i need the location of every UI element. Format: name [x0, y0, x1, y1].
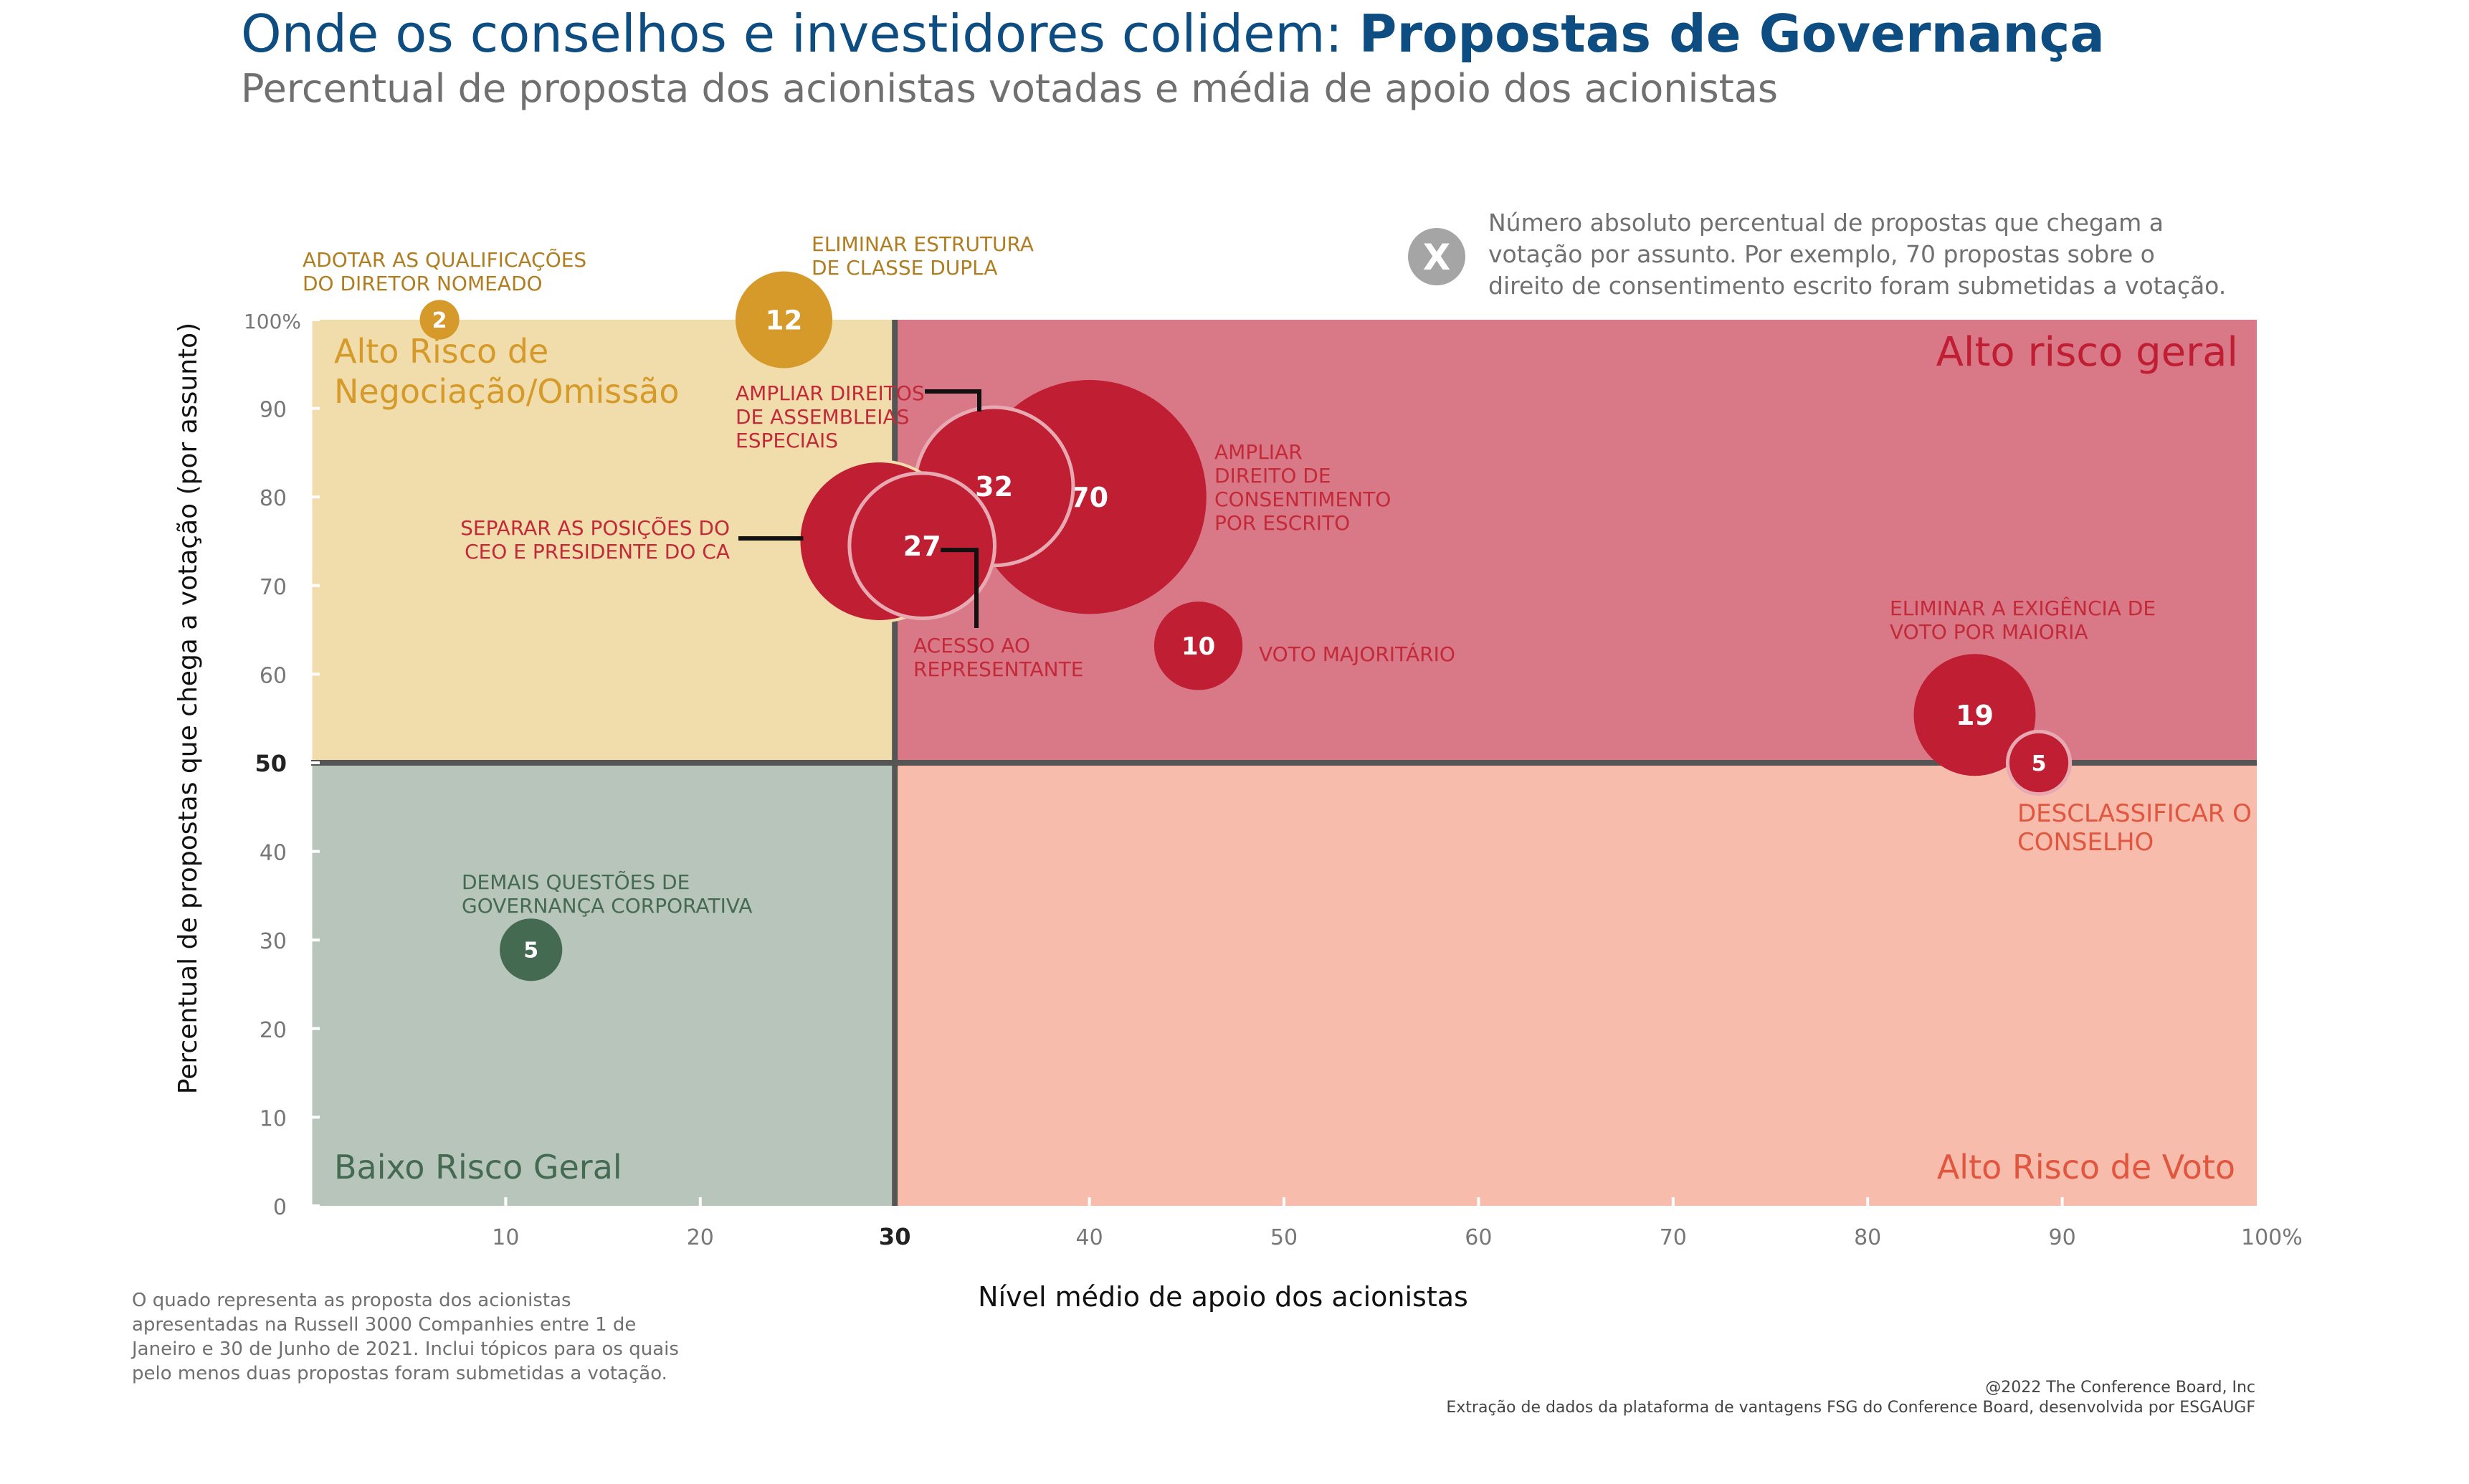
- point-label-adotar-qualificacoes-line-1: ADOTAR AS QUALIFICAÇÕES: [303, 247, 586, 272]
- source-note: Extração de dados da plataforma de vanta…: [1446, 1399, 2255, 1417]
- y-tick-label: 50: [254, 750, 287, 777]
- legend-bubble-symbol: X: [1423, 237, 1451, 278]
- point-label-consentimento-escrito-line-4: POR ESCRITO: [1214, 511, 1350, 535]
- callout-assembleias-especiais: [925, 389, 981, 412]
- bubble-count-consentimento-escrito: 70: [1070, 482, 1108, 513]
- legend-text-line-1: Número absoluto percentual de propostas …: [1488, 209, 2164, 237]
- x-tick-label: 90: [2049, 1225, 2076, 1250]
- bubbles: 21270323327101955: [419, 271, 2073, 981]
- point-label-consentimento-escrito-line-1: AMPLIAR: [1214, 440, 1303, 464]
- bubble-adotar-qualificacoes: [419, 300, 460, 340]
- point-label-voto-majoritario: VOTO MAJORITÁRIO: [1259, 642, 1455, 666]
- quadrant-label-bottom-right: Alto Risco de Voto: [1937, 1148, 2235, 1186]
- copyright: @2022 The Conference Board, Inc: [1985, 1379, 2255, 1397]
- x-tick-label: 40: [1076, 1225, 1103, 1250]
- point-label-desclassificar-conselho-line-2: CONSELHO: [2017, 828, 2154, 857]
- bubble-demais-questoes: [500, 918, 563, 981]
- bubble-count-assembleias-especiais: 32: [975, 471, 1013, 503]
- y-tick-label: 90: [260, 398, 287, 423]
- point-label-demais-questoes-line-1: DEMAIS QUESTÕES DE: [462, 870, 690, 894]
- quadrant-bottom-left-bg: [311, 763, 895, 1206]
- chart-title: Onde os conselhos e investidores colidem…: [241, 4, 2105, 64]
- x-tick-label: 80: [1854, 1225, 1881, 1250]
- bubble-eliminar-classe-dupla: [735, 271, 833, 368]
- bubble-count-adotar-qualificacoes: 2: [432, 308, 447, 333]
- point-label-acesso-representante-line-2: REPRESENTANTE: [913, 657, 1083, 681]
- point-label-consentimento-escrito-line-2: DIREITO DE: [1214, 464, 1331, 487]
- bubble-voto-majoritario: [1153, 601, 1243, 690]
- y-tick-label: 40: [260, 841, 287, 866]
- point-label-eliminar-classe-dupla-line-2: DE CLASSE DUPLA: [812, 256, 998, 280]
- bubble-count-voto-majoritario: 10: [1181, 632, 1215, 660]
- chart-subtitle: Percentual de proposta dos acionistas vo…: [241, 66, 1778, 111]
- footnote-line-4: pelo menos duas propostas foram submetid…: [132, 1363, 667, 1384]
- point-label-demais-questoes-line-2: GOVERNANÇA CORPORATIVA: [462, 894, 752, 918]
- footnote-line-3: Janeiro e 30 de Junho de 2021. Inclui tó…: [130, 1338, 679, 1360]
- axes: 0 10 20 30 40 50 60 70 80 90 100% 10 20 30 40 50 60 70 80 9…: [244, 310, 2303, 1250]
- point-label-assembleias-especiais-line-2: DE ASSEMBLEIAS: [736, 405, 909, 429]
- x-tick-label: 50: [1270, 1225, 1298, 1250]
- quadrant-label-top-right: Alto risco geral: [1936, 329, 2238, 376]
- y-tick-label: 20: [260, 1018, 287, 1043]
- point-label-consentimento-escrito-line-3: CONSENTIMENTO: [1214, 487, 1391, 511]
- quadrant-label-bottom-left: Baixo Risco Geral: [334, 1148, 622, 1186]
- chart-title-regular: Onde os conselhos e investidores colidem…: [241, 4, 1359, 64]
- x-tick-label: 30: [879, 1223, 911, 1250]
- x-tick-label: 10: [492, 1225, 519, 1250]
- x-tick-label: 60: [1465, 1225, 1492, 1250]
- point-label-adotar-qualificacoes-line-2: DO DIRETOR NOMEADO: [303, 272, 543, 295]
- point-label-eliminar-classe-dupla-line-1: ELIMINAR ESTRUTURA: [812, 232, 1034, 256]
- bubble-acesso-representante: [847, 471, 997, 621]
- quadrant-bottom-right-bg: [895, 763, 2257, 1206]
- chart-title-bold: Propostas de Governança: [1359, 4, 2105, 64]
- point-label-assembleias-especiais-line-3: ESPECIAIS: [736, 429, 838, 452]
- y-axis-title: Percentual de propostas que chega a vota…: [173, 323, 203, 1094]
- quadrant-label-top-left-line-2: Negociação/Omissão: [334, 372, 680, 411]
- x-tick-label: 20: [687, 1225, 714, 1250]
- y-tick-label: 30: [260, 929, 287, 954]
- point-label-desclassificar-conselho-line-1: DESCLASSIFICAR O: [2017, 799, 2252, 828]
- y-tick-label: 80: [260, 486, 287, 511]
- footnote-line-1: O quado representa as proposta dos acion…: [132, 1290, 571, 1311]
- bubble-count-acesso-representante: 27: [903, 531, 941, 562]
- callout-acesso-representante: [941, 548, 979, 628]
- point-label-separar-posicoes-line-1: SEPARAR AS POSIÇÕES DO: [460, 515, 730, 540]
- legend-bubble-icon: [1408, 228, 1465, 285]
- bubble-count-eliminar-classe-dupla: 12: [766, 305, 803, 336]
- point-label-separar-posicoes-line-2: CEO E PRESIDENTE DO CA: [465, 540, 730, 563]
- y-tick-label: 100%: [244, 310, 301, 333]
- footnote-line-2: apresentadas na Russell 3000 Companhies …: [132, 1314, 636, 1336]
- bubble-desclassificar-conselho: [2005, 729, 2073, 796]
- y-tick-label: 60: [260, 663, 287, 688]
- legend: X Número absoluto percentual de proposta…: [1408, 209, 2226, 300]
- bubble-count-exigencia-maioria: 19: [1956, 700, 1994, 731]
- y-tick-label: 70: [260, 575, 287, 600]
- point-label-exigencia-maioria-line-1: ELIMINAR A EXIGÊNCIA DE: [1890, 596, 2156, 620]
- footnote: O quado representa as proposta dos acion…: [130, 1290, 679, 1384]
- bubble-count-demais-questoes: 5: [523, 938, 538, 964]
- y-tick-label: 10: [260, 1106, 287, 1131]
- bubble-exigencia-maioria: [1913, 654, 2036, 776]
- point-label-exigencia-maioria-line-2: VOTO POR MAIORIA: [1890, 620, 2088, 644]
- x-tick-label: 100%: [2241, 1225, 2303, 1250]
- x-tick-label: 70: [1660, 1225, 1687, 1250]
- bubble-count-desclassificar-conselho: 5: [2032, 751, 2047, 776]
- legend-text-line-2: votação por assunto. Por exemplo, 70 pro…: [1488, 240, 2155, 268]
- legend-text-line-3: direito de consentimento escrito foram s…: [1488, 272, 2226, 300]
- point-label-assembleias-especiais-line-1: AMPLIAR DIREITOS: [736, 381, 925, 405]
- point-label-acesso-representante-line-1: ACESSO AO: [913, 634, 1030, 657]
- x-axis-title: Nível médio de apoio dos acionistas: [978, 1281, 1468, 1313]
- y-tick-label: 0: [273, 1195, 287, 1220]
